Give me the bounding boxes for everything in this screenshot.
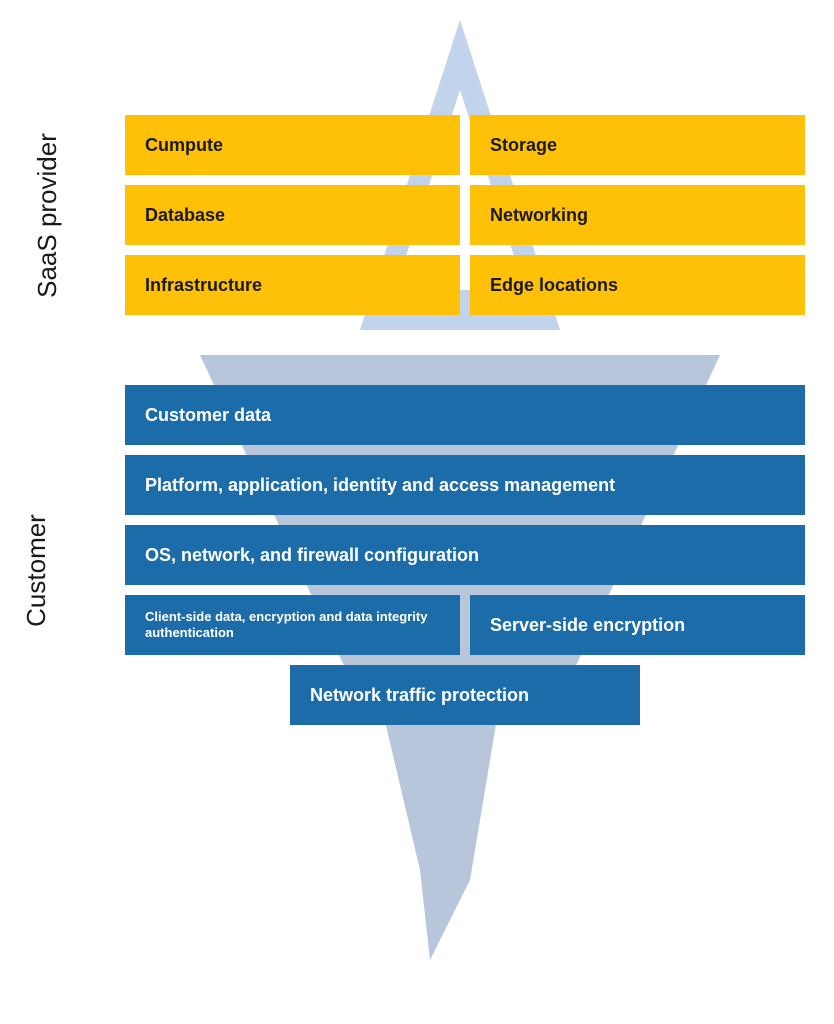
customer-box-data: Customer data xyxy=(125,385,805,445)
customer-box-network-traffic: Network traffic protection xyxy=(290,665,640,725)
customer-box-os-network: OS, network, and firewall configuration xyxy=(125,525,805,585)
saas-provider-grid: Cumpute Storage Database Networking Infr… xyxy=(125,115,805,315)
customer-grid: Customer data Platform, application, ide… xyxy=(125,385,805,735)
customer-row-3: OS, network, and firewall configuration xyxy=(125,525,805,585)
saas-box-database: Database xyxy=(125,185,460,245)
customer-row-4: Client-side data, encryption and data in… xyxy=(125,595,805,655)
customer-row-2: Platform, application, identity and acce… xyxy=(125,455,805,515)
customer-box-platform: Platform, application, identity and acce… xyxy=(125,455,805,515)
saas-box-edge-locations: Edge locations xyxy=(470,255,805,315)
customer-row-1: Customer data xyxy=(125,385,805,445)
customer-box-client-side: Client-side data, encryption and data in… xyxy=(125,595,460,655)
diagram-canvas: SaaS provider Customer Cumpute Storage D… xyxy=(0,0,834,1024)
saas-box-compute: Cumpute xyxy=(125,115,460,175)
saas-box-storage: Storage xyxy=(470,115,805,175)
saas-box-networking: Networking xyxy=(470,185,805,245)
customer-box-server-side: Server-side encryption xyxy=(470,595,805,655)
customer-row-5: Network traffic protection xyxy=(125,665,805,725)
saas-box-infrastructure: Infrastructure xyxy=(125,255,460,315)
